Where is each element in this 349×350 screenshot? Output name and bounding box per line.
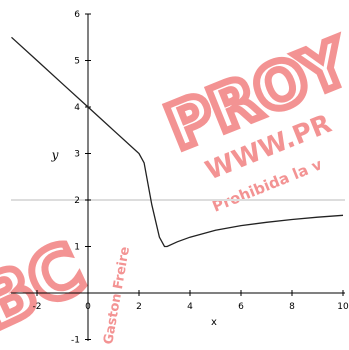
x-tick-label: 2 bbox=[136, 302, 142, 312]
y-tick-label: 6 bbox=[74, 10, 80, 20]
y-tick-label: 3 bbox=[74, 150, 80, 160]
watermark-text: BC bbox=[0, 227, 96, 346]
x-tick-label: 10 bbox=[337, 302, 349, 312]
x-axis-label: x bbox=[211, 317, 217, 328]
y-tick-label: -1 bbox=[71, 336, 80, 346]
tick-group: -2 0 2 4 6 8 10 -1 1 2 3 4 5 6 bbox=[33, 10, 349, 346]
x-tick-label: 0 bbox=[85, 302, 91, 312]
series-line bbox=[11, 36, 344, 248]
y-tick-label: 2 bbox=[74, 196, 80, 206]
y-tick-label: 4 bbox=[74, 103, 80, 113]
y-tick-label: 5 bbox=[74, 57, 80, 67]
y-tick-label: 1 bbox=[74, 243, 80, 253]
x-tick-label: -2 bbox=[33, 302, 42, 312]
x-tick-label: 4 bbox=[187, 302, 193, 312]
x-tick-label: 6 bbox=[238, 302, 244, 312]
axes bbox=[11, 14, 345, 341]
y-axis-label: y bbox=[51, 148, 59, 162]
watermark-text: Gaston Freire bbox=[101, 245, 133, 345]
x-tick-label: 8 bbox=[289, 302, 295, 312]
